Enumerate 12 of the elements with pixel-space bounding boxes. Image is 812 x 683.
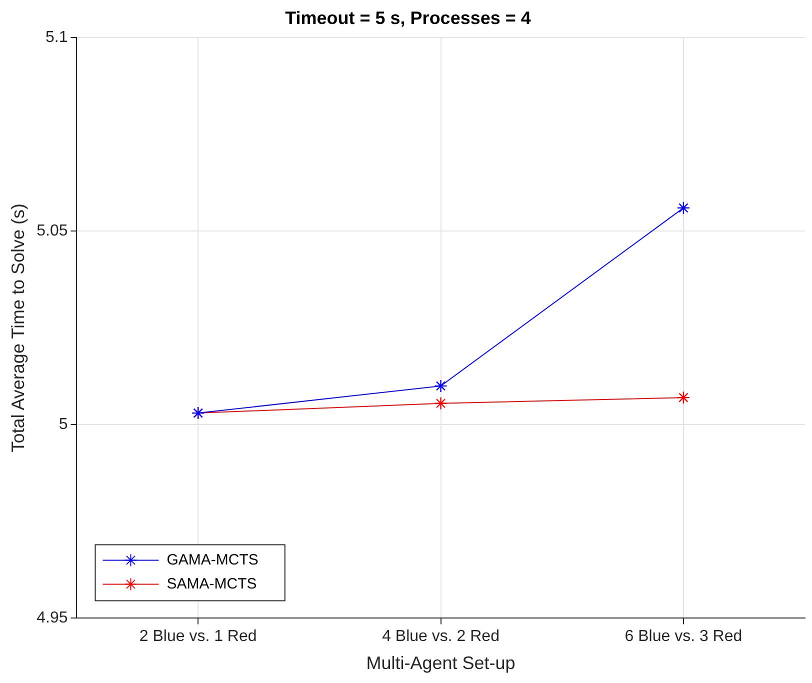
legend-label: GAMA-MCTS [166,551,258,568]
y-tick-label: 5.05 [36,222,68,240]
y-tick-label: 4.95 [36,610,68,627]
x-tick-label: 2 Blue vs. 1 Red [139,628,257,646]
y-axis-title: Total Average Time to Solve (s) [8,204,28,452]
legend-label: SAMA-MCTS [166,575,257,592]
chart-title: Timeout = 5 s, Processes = 4 [285,8,531,28]
x-axis-title: Multi-Agent Set-up [366,653,516,674]
y-tick-label: 5.1 [45,29,68,46]
x-tick-label: 6 Blue vs. 3 Red [624,628,742,646]
x-tick-label: 4 Blue vs. 2 Red [382,628,500,646]
y-tick-label: 5 [58,416,68,434]
